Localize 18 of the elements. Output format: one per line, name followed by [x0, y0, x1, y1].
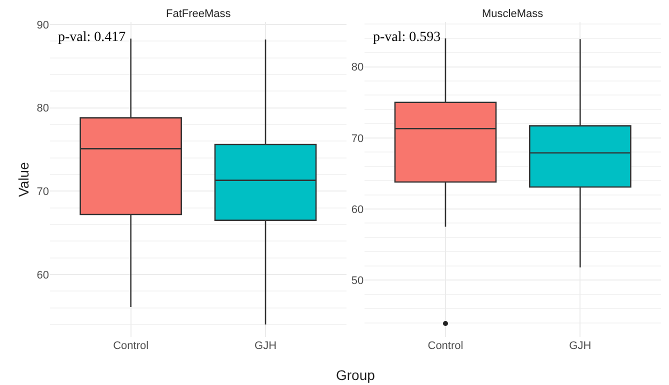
- y-tick-label: 90: [36, 19, 49, 32]
- chart-title: FatFreeMass: [166, 8, 232, 20]
- x-axis-title: Group: [336, 367, 376, 383]
- y-tick-label: 60: [36, 269, 49, 282]
- y-tick-label: 50: [351, 274, 364, 287]
- annotation: p-val: 0.593: [373, 30, 441, 45]
- y-tick-label: 60: [351, 204, 364, 216]
- y-tick-label: 80: [351, 62, 364, 74]
- x-tick-label: GJH: [254, 340, 277, 352]
- annotation: p-val: 0.417: [58, 30, 126, 45]
- y-axis-title: Value: [15, 162, 32, 197]
- x-tick-label: GJH: [569, 340, 592, 352]
- y-tick-label: 70: [36, 186, 49, 198]
- x-tick-label: Control: [428, 340, 464, 352]
- y-tick-label: 80: [36, 102, 49, 115]
- y-tick-label: 70: [351, 132, 364, 145]
- x-tick-label: Control: [113, 340, 149, 352]
- chart-title: MuscleMass: [482, 8, 544, 20]
